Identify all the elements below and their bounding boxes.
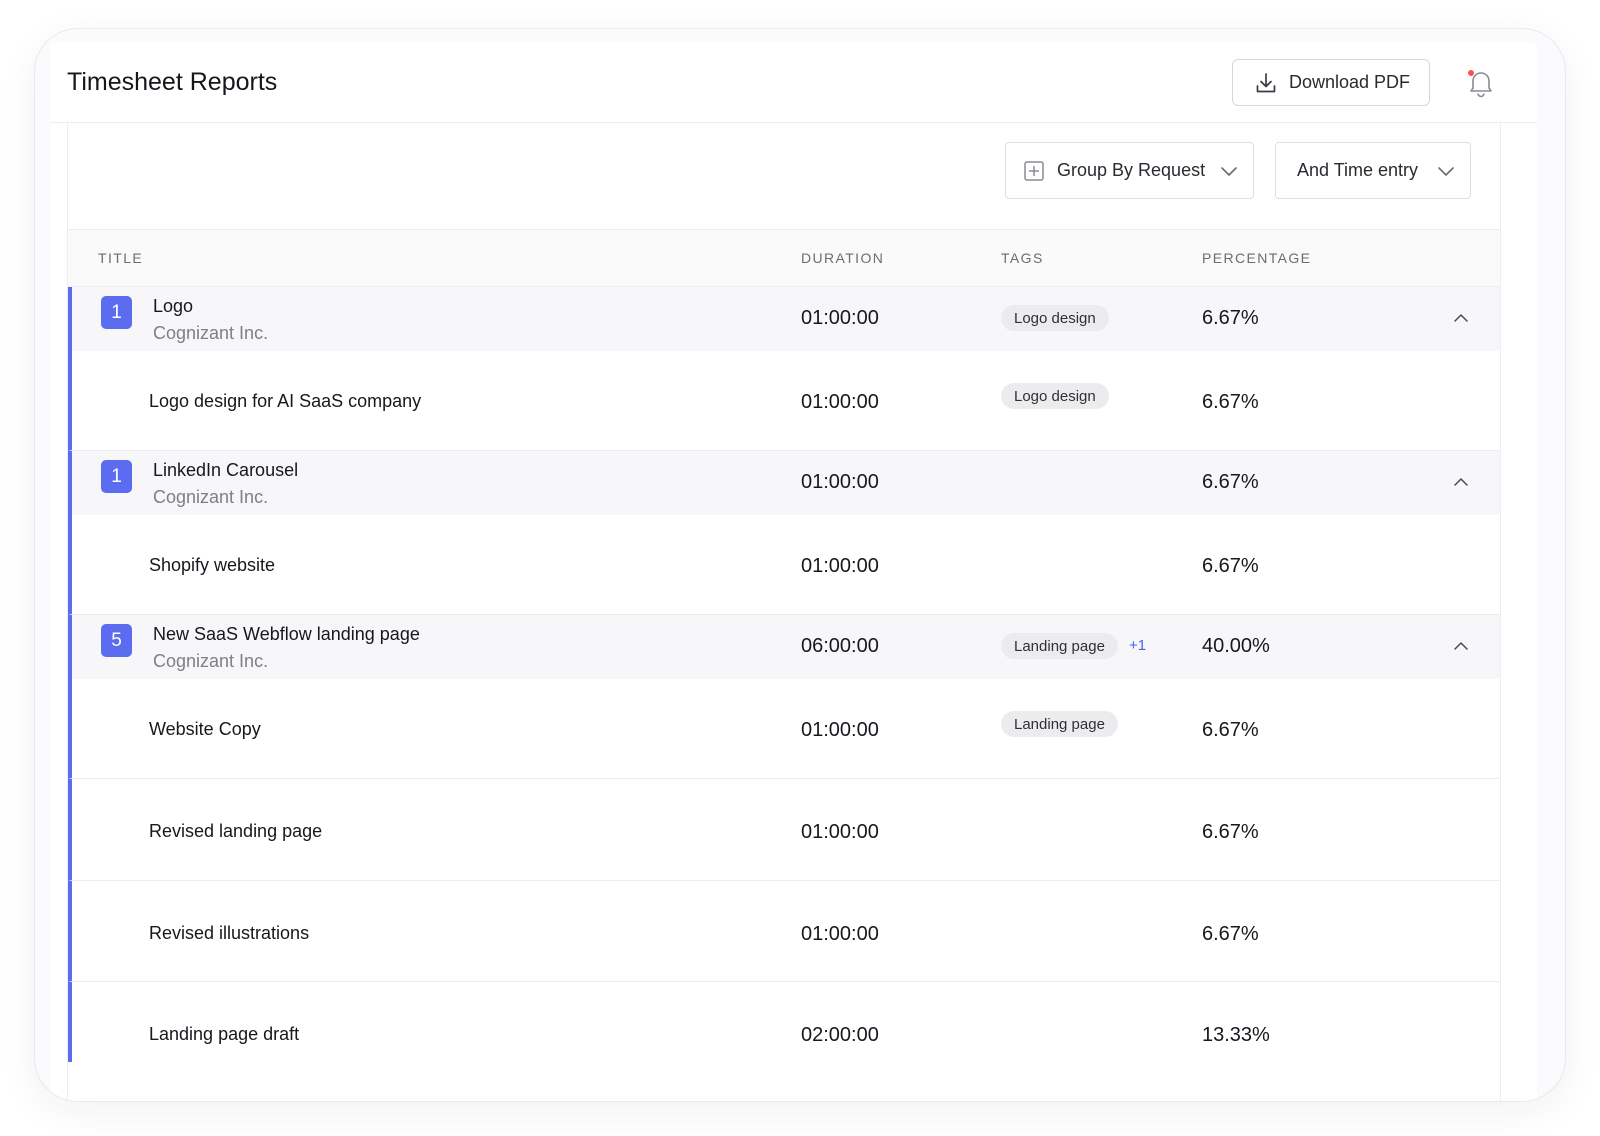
entry-count-badge: 5	[101, 624, 132, 657]
entry-title: Revised illustrations	[149, 923, 310, 943]
chevron-down-icon	[1221, 167, 1237, 176]
notifications-button[interactable]	[1465, 67, 1497, 99]
column-header-percentage: PERCENTAGE	[1202, 250, 1312, 266]
request-title: LinkedIn Carousel	[153, 460, 299, 480]
percentage-value: 6.67%	[1202, 471, 1259, 493]
entry-count-badge: 1	[101, 296, 132, 329]
duration-value: 01:00:00	[801, 307, 879, 329]
download-pdf-label: Download PDF	[1289, 72, 1411, 92]
time-entry-dropdown[interactable]: And Time entry	[1275, 142, 1471, 199]
chevron-up-icon[interactable]	[1452, 637, 1470, 655]
tag-badge: Logo design	[1001, 305, 1109, 331]
duration-value: 01:00:00	[801, 719, 879, 741]
column-header-tags: TAGS	[1001, 250, 1044, 266]
percentage-value: 6.67%	[1202, 719, 1259, 741]
entry-title: Revised landing page	[149, 821, 323, 841]
notification-dot	[1468, 70, 1474, 76]
table-header: TITLE DURATION TAGS PERCENTAGE	[68, 230, 1500, 287]
percentage-value: 13.33%	[1202, 1024, 1270, 1046]
request-title: New SaaS Webflow landing page	[153, 624, 420, 644]
app-frame: Timesheet Reports Download PDF	[34, 28, 1566, 1102]
duration-value: 02:00:00	[801, 1024, 879, 1046]
time-entry-label: And Time entry	[1297, 160, 1419, 180]
group-row[interactable]: 1 Logo Cognizant Inc. 01:00:00 Logo desi…	[68, 287, 1500, 351]
download-icon	[1256, 72, 1276, 92]
more-tags-link[interactable]: +1	[1129, 637, 1147, 654]
group-row[interactable]: 5 New SaaS Webflow landing page Cognizan…	[68, 615, 1500, 679]
entry-title: Landing page draft	[149, 1024, 300, 1044]
column-header-duration: DURATION	[801, 250, 885, 266]
download-pdf-button[interactable]: Download PDF	[1232, 59, 1430, 106]
column-header-title: TITLE	[98, 250, 144, 266]
page-title: Timesheet Reports	[67, 68, 278, 96]
request-title: Logo	[153, 296, 194, 316]
filter-toolbar: Group By Request And Time entry	[68, 123, 1500, 230]
entry-count-badge: 1	[101, 460, 132, 493]
chevron-up-icon[interactable]	[1452, 309, 1470, 327]
bell-icon	[1470, 72, 1492, 98]
page-header: Timesheet Reports Download PDF	[51, 43, 1537, 123]
percentage-value: 6.67%	[1202, 391, 1259, 413]
entry-title: Shopify website	[149, 555, 276, 575]
duration-value: 06:00:00	[801, 635, 879, 657]
entry-title: Logo design for AI SaaS company	[149, 391, 422, 411]
chevron-down-icon	[1438, 167, 1454, 176]
duration-value: 01:00:00	[801, 923, 879, 945]
percentage-value: 6.67%	[1202, 923, 1259, 945]
percentage-value: 6.67%	[1202, 821, 1259, 843]
report-content: Group By Request And Time entry TITLE DU…	[67, 123, 1501, 1101]
percentage-value: 40.00%	[1202, 635, 1270, 657]
entry-row[interactable]: Website Copy 01:00:00 Landing page 6.67%	[68, 679, 1500, 779]
tag-badge: Logo design	[1001, 383, 1109, 409]
group-by-label: Group By Request	[1057, 160, 1206, 180]
percentage-value: 6.67%	[1202, 307, 1259, 329]
percentage-value: 6.67%	[1202, 555, 1259, 577]
client-name: Cognizant Inc.	[153, 487, 269, 507]
entry-row[interactable]: Logo design for AI SaaS company 01:00:00…	[68, 351, 1500, 451]
duration-value: 01:00:00	[801, 555, 879, 577]
group-row[interactable]: 1 LinkedIn Carousel Cognizant Inc. 01:00…	[68, 451, 1500, 515]
timesheet-table: TITLE DURATION TAGS PERCENTAGE 1 Logo Co…	[68, 230, 1500, 1101]
entry-title: Website Copy	[149, 719, 261, 739]
duration-value: 01:00:00	[801, 821, 879, 843]
tag-badge: Landing page	[1001, 633, 1118, 659]
entry-row[interactable]: Revised landing page 01:00:00 6.67%	[68, 779, 1500, 881]
group-by-dropdown[interactable]: Group By Request	[1005, 142, 1254, 199]
entry-row[interactable]: Revised illustrations 01:00:00 6.67%	[68, 881, 1500, 982]
client-name: Cognizant Inc.	[153, 323, 269, 343]
chevron-up-icon[interactable]	[1452, 473, 1470, 491]
client-name: Cognizant Inc.	[153, 651, 269, 671]
tag-badge: Landing page	[1001, 711, 1118, 737]
report-panel: Timesheet Reports Download PDF	[51, 43, 1537, 1101]
plus-square-icon	[1024, 160, 1044, 181]
duration-value: 01:00:00	[801, 471, 879, 493]
entry-row[interactable]: Landing page draft 02:00:00 13.33%	[68, 982, 1500, 1062]
duration-value: 01:00:00	[801, 391, 879, 413]
entry-row[interactable]: Shopify website 01:00:00 6.67%	[68, 515, 1500, 615]
